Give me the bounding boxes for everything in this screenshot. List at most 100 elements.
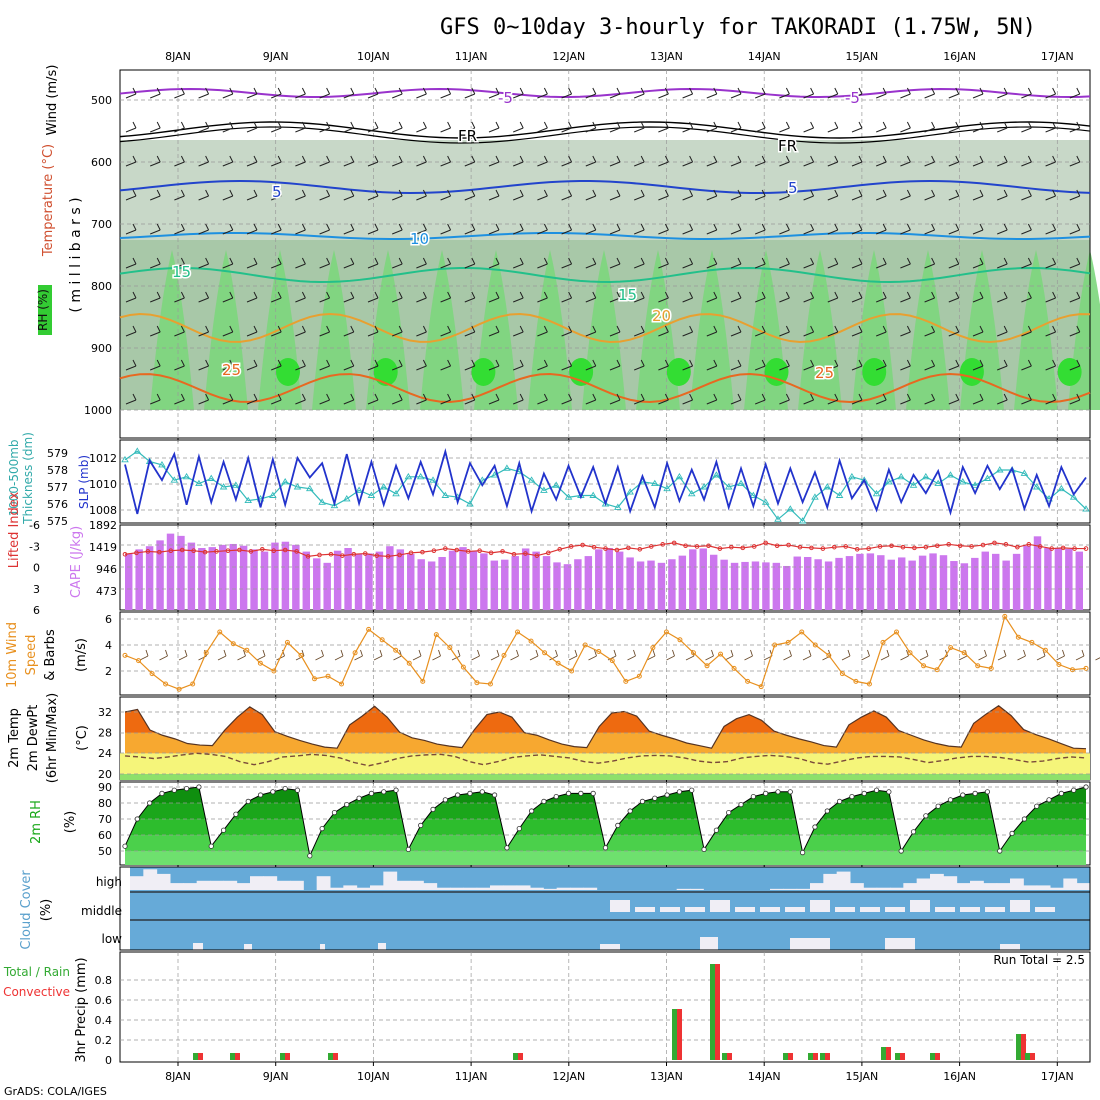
axis-tick-label: 577 [47,481,68,494]
axis-tick-label: 0.8 [95,974,113,987]
wind-barb [440,393,452,405]
rh2m-marker [492,792,498,798]
cloud-level-high: high [96,875,122,889]
contour-label: 20 [652,307,671,325]
wind-barb [972,189,984,201]
middle-cloud-fill [760,907,780,912]
cape-bar [292,544,300,610]
wind-barb [585,87,597,99]
wind-barb [537,393,548,405]
ylabel-wind: Wind (m/s) [45,65,60,136]
wind-barb [997,325,1008,337]
thickness-marker [1082,505,1090,512]
rh2m-marker [208,843,214,849]
cape-bar [793,556,801,610]
rh-bright-blob [764,358,789,386]
wind10m-marker [311,676,317,682]
cape-bar [574,559,582,610]
thickness-marker [466,500,474,507]
wind-barb [125,359,137,371]
rh2m-marker [270,789,276,795]
wind-barb [125,189,137,201]
rh2m-marker [418,822,424,829]
wind-barb [367,291,379,303]
contour-label: 15 [172,263,191,281]
middle-cloud-fill [1035,907,1055,912]
wind10m-barb [588,649,597,661]
wind-barb [392,393,403,405]
high-cloud-fill [1076,883,1091,890]
rh2m-marker [910,829,917,835]
cape-bar [887,559,895,610]
rh2m-marker [122,843,128,849]
precip-total-bar [1025,1053,1030,1060]
precip-convective-bar [825,1053,830,1060]
date-label-bottom: 10JAN [357,1070,390,1083]
wind-barb [271,121,282,133]
high-cloud-fill [1063,878,1078,890]
wind-barb [222,121,234,133]
axis-tick-label: 946 [96,563,117,576]
thickness-marker [737,479,745,487]
precip-total-bar [1016,1034,1021,1060]
rh2m-marker [947,797,954,803]
rh2m-marker [615,822,621,829]
wind-barb [1021,359,1032,371]
wind-barb [295,87,306,99]
wind-barb [367,87,379,99]
axis-tick-label: 32 [98,706,112,719]
wind-barb [658,359,669,371]
wind-barb [634,189,645,201]
wind-barb [392,223,403,235]
lifted-index-marker [660,542,666,547]
thickness-marker [269,491,277,498]
wind-barb [319,325,331,337]
wind10m-barb [744,649,753,661]
wind-barb [1045,223,1057,235]
wind-barb [609,393,621,405]
cape-bar [1033,536,1042,610]
wind10m-marker [812,642,818,648]
wind-barb [997,393,1008,405]
wind-barb [488,189,500,201]
wind-barb [392,189,403,201]
cape-bar [1075,551,1083,610]
wind-barb [537,121,548,133]
rh2m-marker [147,800,153,806]
wind-barb [900,121,911,133]
wind10m-marker [772,642,778,648]
cape-bar [657,562,666,610]
wind10m-marker [948,645,954,651]
wind10m-marker [704,663,710,669]
thickness-marker [1020,469,1029,476]
cape-bar [125,553,133,610]
axis-tick-label: 1010 [89,478,117,491]
lifted-index-marker [763,540,768,546]
lifted-index-marker [923,544,929,550]
wind-barb [561,291,573,303]
precip-convective-bar [677,1009,682,1060]
middle-cloud-fill [885,907,905,912]
wind-barb [561,359,573,371]
wind-barb [488,155,500,167]
wind10m-marker [961,650,967,656]
precip-convective-bar [788,1053,793,1060]
rh2m-marker [1058,790,1064,797]
wind-barb [948,359,960,371]
wind-barb [222,189,234,201]
wind-barb [561,155,573,167]
lifted-index-marker [328,551,334,557]
lifted-index-marker [1003,542,1009,547]
high-cloud-fill [263,876,278,890]
lifted-index-marker [477,548,482,554]
wind-barb [319,87,331,99]
precip-total-bar [895,1053,900,1060]
high-cloud-fill [556,887,571,890]
wind-barb [827,155,839,167]
wind-barb [367,325,379,337]
cape-bar [490,560,499,610]
wind-barb [246,87,258,99]
wind-barb [876,155,887,167]
wind10m-marker [826,652,832,658]
cape-bar [584,556,593,610]
